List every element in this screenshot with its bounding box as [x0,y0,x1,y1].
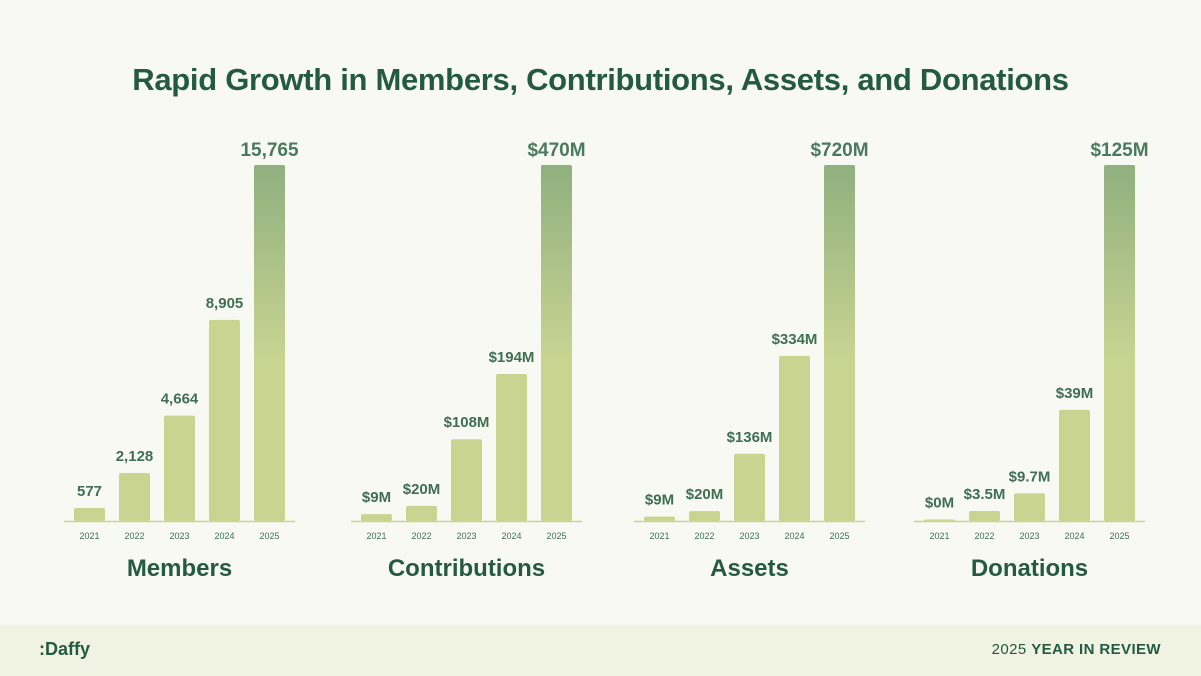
assets-tick-label-2024: 2024 [784,531,804,541]
members-tick-label-2025: 2025 [259,531,279,541]
assets-tick-label-2023: 2023 [739,531,759,541]
donations-tick-label-2024: 2024 [1064,531,1084,541]
assets-value-label-2021: $9M [645,492,674,509]
assets-chart-title: Assets [710,555,789,582]
contributions-value-label-2021: $9M [362,489,391,506]
assets-value-label-2024: $334M [772,331,818,348]
members-value-label-2022: 2,128 [116,448,154,465]
contributions-tick-label-2024: 2024 [501,531,521,541]
donations-tick-label-2021: 2021 [929,531,949,541]
contributions-bar-2023 [451,439,482,521]
donations-value-label-2024: $39M [1056,385,1094,402]
assets-tick-label-2025: 2025 [829,531,849,541]
assets-bar-2024 [779,355,810,521]
contributions-tick-label-2023: 2023 [456,531,476,541]
members-bar-2021 [74,507,105,521]
members-tick-label-2021: 2021 [79,531,99,541]
donations-value-label-2023: $9.7M [1009,468,1051,485]
assets-value-label-2025: $720M [810,140,868,161]
members-tick-label-2022: 2022 [124,531,144,541]
footer: :Daffy 2025 YEAR IN REVIEW [0,625,1201,676]
page-title: Rapid Growth in Members, Contributions, … [132,62,1069,97]
donations-value-label-2021: $0M [925,495,954,512]
donations-bar-2021 [924,519,955,521]
donations-bar-2024 [1059,409,1090,521]
assets-bar-2023 [734,453,765,521]
contributions-tick-label-2021: 2021 [366,531,386,541]
contributions-value-label-2022: $20M [403,481,441,498]
members-tick-label-2023: 2023 [169,531,189,541]
assets-bar-2021 [644,516,675,521]
contributions-tick-label-2022: 2022 [411,531,431,541]
daffy-logo[interactable]: :Daffy [39,639,91,659]
assets-value-label-2023: $136M [727,429,773,446]
review-year: 2025 [991,641,1027,658]
assets-bar-2022 [689,511,720,521]
members-bar-2024 [209,319,240,521]
members-value-label-2024: 8,905 [206,295,244,312]
assets-tick-label-2021: 2021 [649,531,669,541]
donations-tick-label-2025: 2025 [1109,531,1129,541]
members-bar-2023 [164,415,195,521]
contributions-bar-2021 [361,514,392,521]
members-bar-2025 [254,165,285,521]
donations-chart-title: Donations [971,555,1088,582]
members-tick-label-2024: 2024 [214,531,234,541]
donations-value-label-2022: $3.5M [964,486,1006,503]
donations-bar-2025 [1104,165,1135,521]
members-chart-title: Members [127,555,232,582]
donations-tick-label-2022: 2022 [974,531,994,541]
contributions-tick-label-2025: 2025 [546,531,566,541]
members-value-label-2021: 577 [77,483,102,500]
contributions-value-label-2023: $108M [444,414,490,431]
contributions-value-label-2025: $470M [527,140,585,161]
donations-bar-2023 [1014,493,1045,521]
donations-bar-2022 [969,511,1000,521]
donations-value-label-2025: $125M [1090,140,1148,161]
contributions-bar-2024 [496,374,527,521]
year-in-review: 2025 YEAR IN REVIEW [992,641,1161,658]
assets-bar-2025 [824,165,855,521]
members-value-label-2023: 4,664 [161,391,199,408]
assets-tick-label-2022: 2022 [694,531,714,541]
charts-container: 577 2021 2,128 2022 4,664 2023 8,905 2024 15,765… [64,140,1149,582]
contributions-chart-title: Contributions [388,555,545,582]
members-bar-2022 [119,472,150,521]
review-text: YEAR IN REVIEW [1031,641,1161,658]
assets-value-label-2022: $20M [686,486,724,503]
contributions-bar-2022 [406,505,437,521]
members-value-label-2025: 15,765 [240,140,299,161]
contributions-value-label-2024: $194M [489,349,535,366]
contributions-bar-2025 [541,165,572,521]
donations-tick-label-2023: 2023 [1019,531,1039,541]
